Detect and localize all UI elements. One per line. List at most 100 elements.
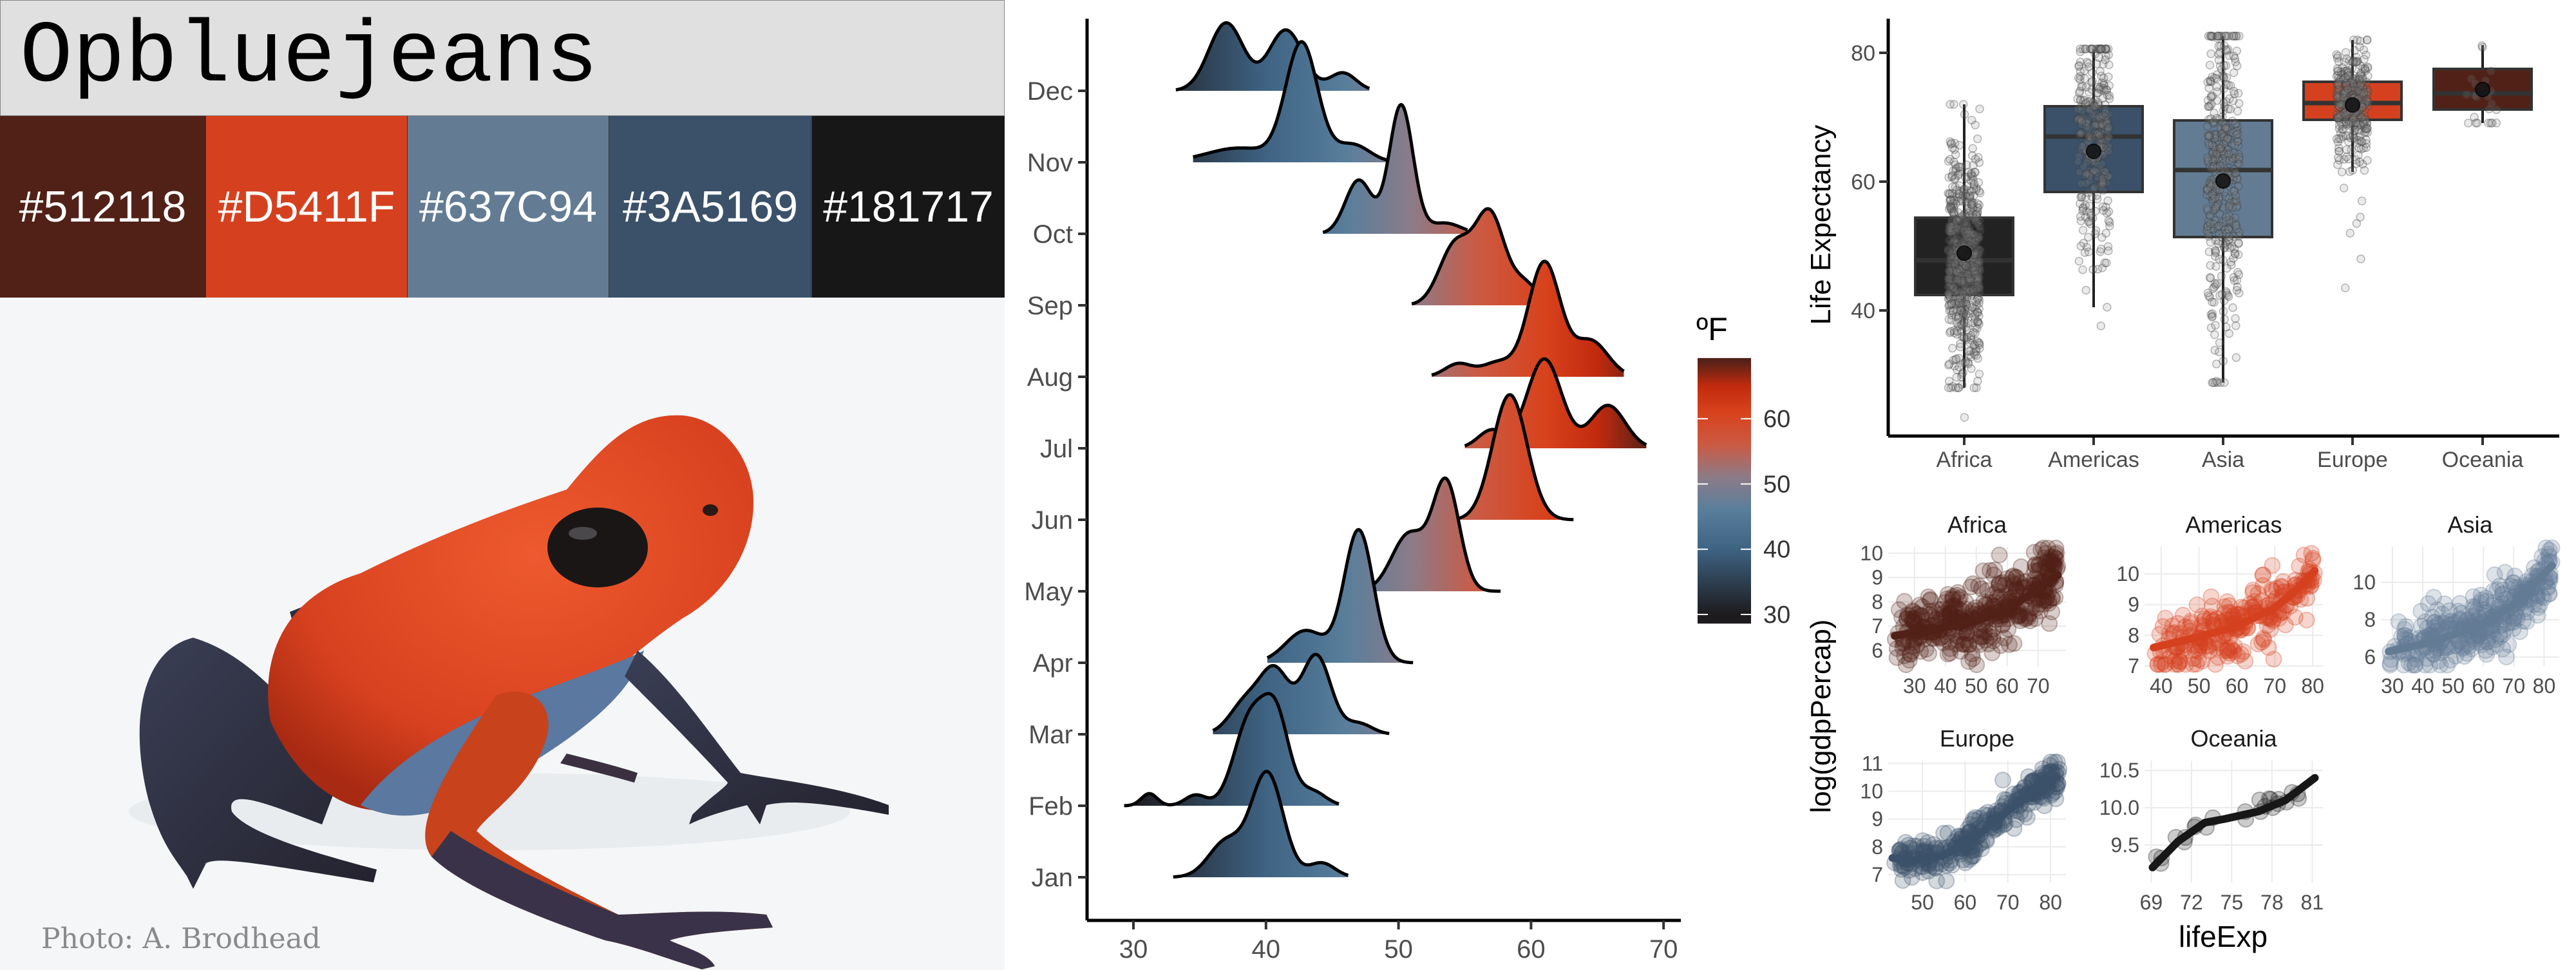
data-point: [2439, 656, 2456, 674]
data-point: [1945, 294, 1954, 303]
data-point: [1967, 234, 1976, 243]
data-point: [1948, 227, 1958, 236]
outlier-point: [2340, 283, 2350, 292]
data-point: [1958, 100, 1968, 109]
data-point: [1973, 134, 1982, 144]
data-point: [1970, 277, 1979, 286]
data-point: [1944, 290, 1953, 299]
data-point: [1971, 120, 1980, 129]
data-point: [2231, 221, 2240, 231]
data-point: [1967, 241, 1976, 250]
data-point: [1965, 258, 1975, 267]
data-point: [1949, 287, 1959, 296]
data-point: [1964, 229, 1974, 238]
data-point: [1970, 250, 1979, 259]
data-point: [2264, 556, 2281, 574]
data-point: [1944, 383, 1953, 392]
data-point: [2177, 656, 2195, 673]
facet-title: Asia: [2447, 511, 2493, 538]
data-point: [2202, 204, 2212, 213]
data-point: [1965, 257, 1975, 267]
data-point: [1969, 231, 1978, 240]
mean-point-africa: [1956, 245, 1972, 261]
facet-panel-americas: Americas 40 50 60 70 80 7 8 9 10: [2116, 511, 2324, 698]
data-point: [1949, 100, 1958, 109]
data-point: [1958, 359, 1968, 368]
y-tick-label: 11: [1862, 752, 1883, 775]
data-point: [1964, 273, 1974, 282]
data-point: [1949, 222, 1958, 231]
data-point: [1952, 373, 1962, 382]
data-point: [2210, 283, 2219, 292]
data-point: [1972, 266, 1982, 276]
data-point: [1950, 361, 1959, 371]
palette-panel: Opbluejeans #512118 #D5411F #637C94 #3A5…: [0, 0, 1005, 970]
data-point: [2478, 43, 2487, 52]
data-point: [2220, 315, 2230, 324]
data-point: [1972, 252, 1982, 262]
data-point: [2230, 120, 2240, 129]
data-point: [2234, 238, 2243, 247]
data-point: [1971, 236, 1980, 246]
data-point: [1975, 216, 1984, 225]
data-point: [1973, 309, 1983, 318]
data-point: [1957, 327, 1967, 336]
data-point: [1967, 200, 1976, 209]
data-point: [1970, 577, 1987, 594]
data-point: [1964, 359, 1973, 368]
data-point: [2333, 64, 2342, 73]
data-point: [1947, 216, 1956, 226]
data-point: [1975, 260, 1984, 270]
data-point: [1958, 311, 1967, 320]
data-point: [1947, 284, 1956, 294]
y-tick-label: Aug: [1027, 363, 1073, 392]
ridge-line-may: [1365, 476, 1501, 593]
data-point: [1975, 562, 1992, 580]
legend-tick-label: 50: [1763, 471, 1790, 498]
ridge-fill-sep: [1412, 209, 1544, 305]
data-point: [1955, 223, 1965, 233]
data-point: [2103, 196, 2112, 205]
data-point: [2087, 68, 2097, 77]
data-point: [2047, 549, 2064, 567]
data-point: [1951, 383, 1960, 392]
data-point: [2084, 233, 2093, 242]
data-point: [1944, 290, 1954, 300]
data-point: [1955, 265, 1964, 274]
data-point: [1957, 370, 1967, 379]
data-point: [1959, 272, 1968, 281]
data-point: [2018, 808, 2036, 826]
data-point: [1969, 198, 1978, 208]
data-point: [1974, 338, 1984, 347]
data-point: [1964, 207, 1974, 216]
data-point: [1947, 230, 1956, 240]
data-point: [1949, 299, 1958, 309]
data-point: [2202, 122, 2212, 131]
data-point: [1973, 294, 1982, 303]
data-point: [2333, 160, 2342, 169]
data-point: [1975, 263, 1984, 273]
data-point: [1962, 325, 1971, 334]
y-tick-label: Feb: [1028, 792, 1073, 821]
data-point: [1970, 262, 1980, 272]
data-point: [2303, 544, 2320, 562]
data-point: [1944, 227, 1953, 236]
data-point: [1964, 358, 1973, 367]
data-point: [2081, 285, 2090, 295]
legend-tick-label: 30: [1763, 602, 1790, 629]
data-point: [1960, 314, 1969, 324]
swatch-row: #512118 #D5411F #637C94 #3A5169 #181717: [0, 116, 1005, 298]
data-point: [2078, 225, 2088, 235]
data-point: [1952, 330, 1962, 339]
data-point: [1960, 275, 1969, 285]
data-point: [1955, 187, 1964, 196]
data-point: [1967, 234, 1976, 243]
swatch-label: #181717: [823, 182, 994, 231]
data-point: [2345, 167, 2354, 176]
y-tick-label: 10: [2353, 571, 2376, 594]
data-point: [2342, 152, 2351, 162]
data-point: [2088, 265, 2098, 274]
data-point: [1951, 312, 1961, 321]
data-point: [1972, 212, 1982, 221]
data-point: [1958, 222, 1967, 231]
